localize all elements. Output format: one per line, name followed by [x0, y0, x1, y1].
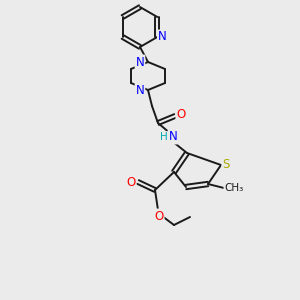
Text: N: N	[158, 31, 167, 44]
Text: O: O	[176, 109, 186, 122]
Text: H: H	[160, 132, 168, 142]
Text: N: N	[136, 83, 144, 97]
Text: N: N	[136, 56, 144, 68]
Text: S: S	[222, 158, 230, 170]
Text: CH₃: CH₃	[224, 183, 244, 193]
Text: O: O	[126, 176, 136, 188]
Text: O: O	[154, 209, 164, 223]
Text: N: N	[169, 130, 177, 143]
